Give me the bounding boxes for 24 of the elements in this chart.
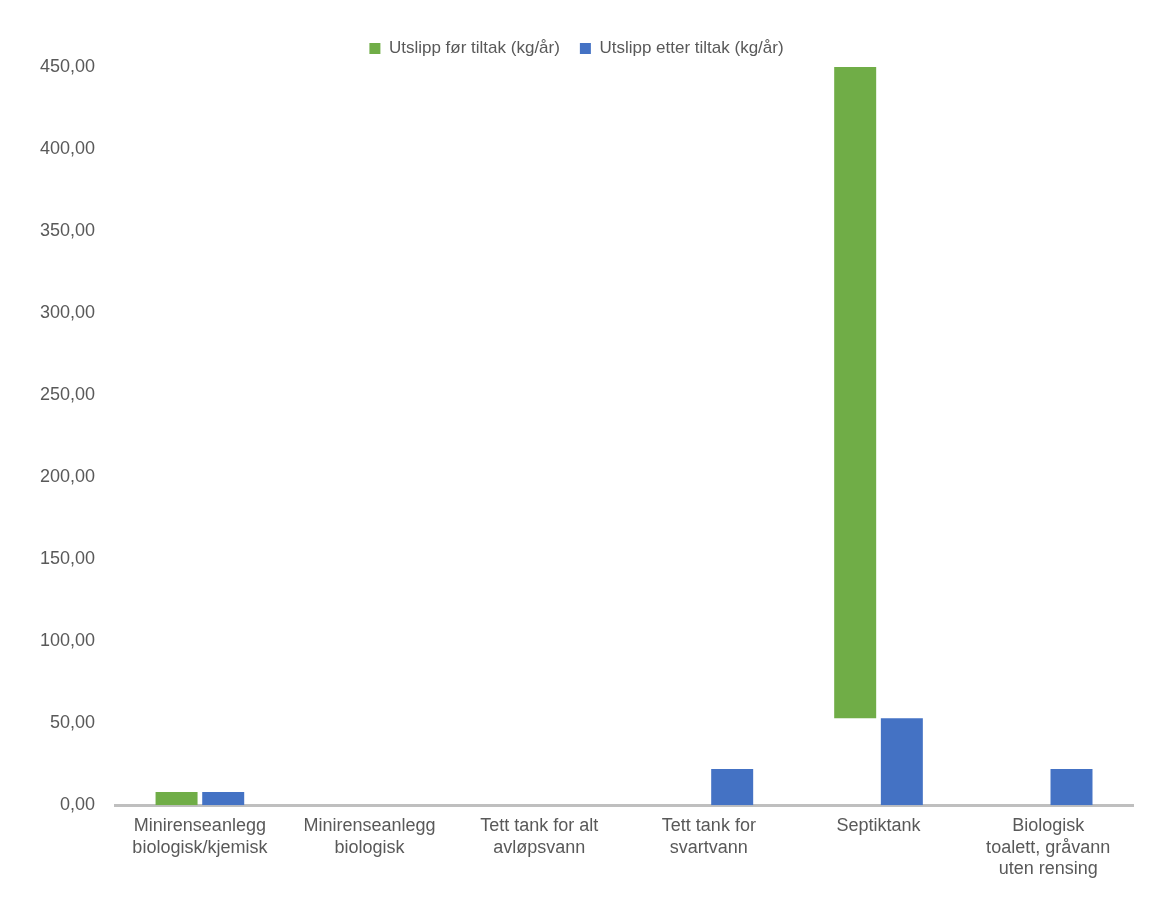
x-tick-label: Septiktank xyxy=(836,814,922,835)
y-tick-label: 450,00 xyxy=(39,55,96,76)
y-tick-label: 50,00 xyxy=(50,712,96,733)
legend-label: Utslipp etter tiltak (kg/år) xyxy=(599,38,784,58)
x-tick-label: Tett tank for svartvann xyxy=(661,814,756,857)
y-tick-label: 0,00 xyxy=(60,794,96,815)
bar xyxy=(880,718,923,806)
y-tick-label: 200,00 xyxy=(39,466,96,487)
bar xyxy=(834,67,877,719)
bar xyxy=(155,792,198,806)
bar xyxy=(711,769,754,806)
y-tick-label: 250,00 xyxy=(39,384,96,405)
x-tick-label: Tett tank for alt avløpsvann xyxy=(480,814,599,857)
y-tick-label: 300,00 xyxy=(39,302,96,323)
bar xyxy=(1050,769,1093,806)
bar xyxy=(202,792,245,806)
x-tick-label: Minirenseanlegg biologisk xyxy=(303,814,436,857)
x-tick-label: Minirenseanlegg biologisk/kjemisk xyxy=(132,814,269,857)
y-tick-label: 400,00 xyxy=(39,137,96,158)
x-tick-label: Biologisk toalett, gråvann uten rensing xyxy=(986,814,1111,879)
y-tick-label: 150,00 xyxy=(39,548,96,569)
y-tick-label: 100,00 xyxy=(39,630,96,651)
y-tick-label: 350,00 xyxy=(39,220,96,241)
legend-label: Utslipp før tiltak (kg/år) xyxy=(388,38,560,58)
